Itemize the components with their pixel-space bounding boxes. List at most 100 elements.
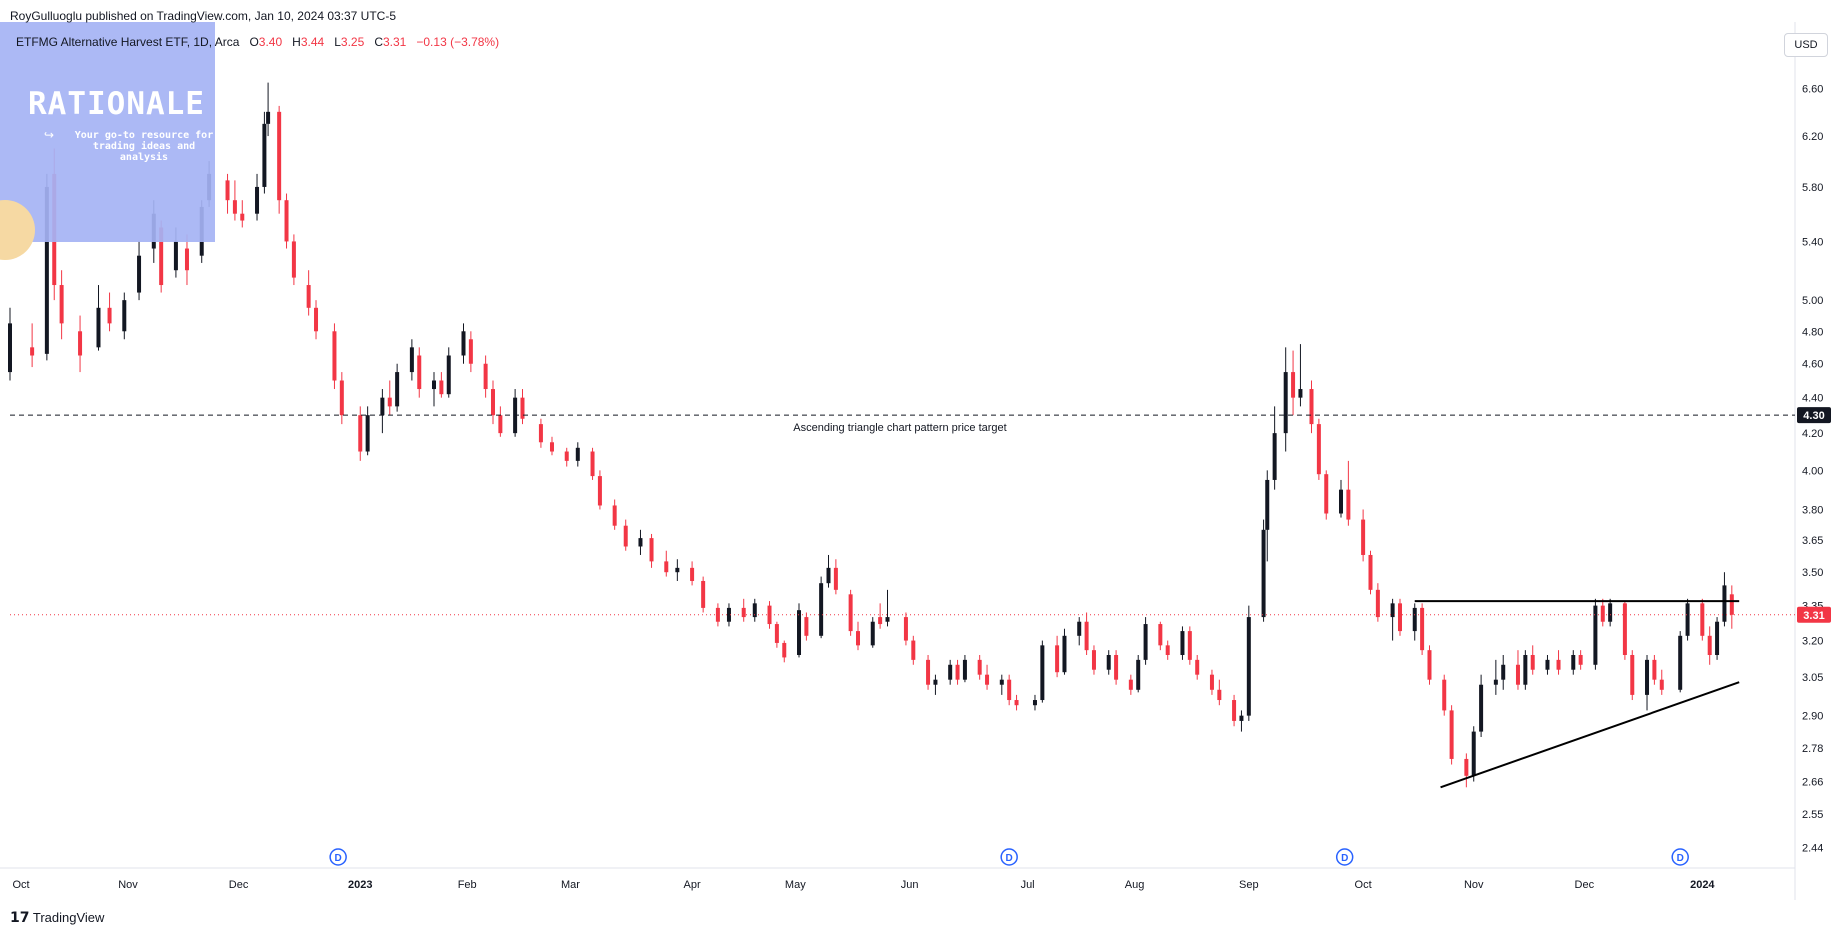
candle-body xyxy=(1593,605,1598,665)
candle-body xyxy=(159,227,164,286)
price-target-badge-value: 4.30 xyxy=(1803,410,1824,422)
time-tick-label: Dec xyxy=(229,879,249,891)
candle-body xyxy=(1501,664,1506,680)
candle-body xyxy=(1493,679,1498,685)
dividend-marker xyxy=(1335,848,1354,866)
price-tick-label: 4.40 xyxy=(1802,393,1823,405)
candle-body xyxy=(1715,621,1720,655)
candle-body xyxy=(590,451,595,477)
candle-body xyxy=(387,397,392,407)
price-tick-label: 3.20 xyxy=(1802,636,1823,648)
candle-body xyxy=(1678,635,1683,690)
candle-body xyxy=(1283,372,1288,434)
time-tick-label: Oct xyxy=(12,879,29,891)
price-target-badge xyxy=(1797,407,1831,424)
tradingview-logo[interactable]: 𝟭𝟳 TradingView xyxy=(10,909,104,926)
currency-button[interactable]: USD xyxy=(1784,33,1828,57)
time-tick-label: May xyxy=(785,879,806,891)
candle-body xyxy=(1309,389,1314,425)
symbol-name: ETFMG Alternative Harvest ETF, 1D, Arca xyxy=(16,35,240,49)
candle-body xyxy=(107,307,112,324)
candle-body xyxy=(1630,654,1635,695)
price-tick-label: 5.00 xyxy=(1802,295,1823,307)
candle-body xyxy=(1515,664,1520,685)
candle-body xyxy=(417,355,422,390)
candle-body xyxy=(903,617,908,641)
candle-body xyxy=(741,607,746,618)
candle-body xyxy=(885,617,890,622)
candle-body xyxy=(870,621,875,646)
candle-body xyxy=(432,380,437,390)
candle-body xyxy=(926,659,931,685)
candle-body xyxy=(1571,654,1576,670)
price-target-label: Ascending triangle chart pattern price t… xyxy=(793,422,1006,434)
dividend-marker-label: D xyxy=(335,853,342,864)
price-tick-label: 2.55 xyxy=(1802,809,1823,821)
candle-body xyxy=(1390,603,1395,618)
candle-body xyxy=(1523,654,1528,685)
candle-body xyxy=(948,664,953,680)
candle-body xyxy=(575,447,580,461)
candle-body xyxy=(1346,489,1351,520)
candle-body xyxy=(564,451,569,461)
time-tick-label: Feb xyxy=(458,879,477,891)
time-tick-label: Nov xyxy=(1464,879,1484,891)
candle-body xyxy=(782,642,787,658)
candle-body xyxy=(1578,654,1583,665)
candle-body xyxy=(1700,603,1705,636)
candle-body xyxy=(1032,700,1037,706)
candle-body xyxy=(1232,700,1237,721)
candle-body xyxy=(240,213,245,221)
candle-body xyxy=(962,659,967,680)
time-tick-label: 2023 xyxy=(348,879,372,891)
candle-body xyxy=(225,180,230,201)
candle-body xyxy=(1622,603,1627,655)
candle-body xyxy=(232,200,237,214)
tradingview-brand: TradingView xyxy=(32,910,105,925)
logo-subtitle: Your go-to resource for trading ideas an… xyxy=(74,130,214,163)
dividend-marker xyxy=(329,848,347,866)
candle-body xyxy=(999,679,1004,685)
candle-body xyxy=(358,415,363,452)
time-tick-label: Jul xyxy=(1021,879,1035,891)
candle-body xyxy=(1652,659,1657,680)
candle-body xyxy=(1722,585,1727,622)
tradingview-icon: 𝟭𝟳 xyxy=(10,909,30,925)
candle-body xyxy=(1265,479,1270,530)
candle-body xyxy=(44,186,49,354)
candle-body xyxy=(1143,624,1148,660)
candle-body xyxy=(291,241,296,278)
dividend-marker-label: D xyxy=(1006,853,1013,864)
price-tick-label: 6.60 xyxy=(1802,83,1823,95)
price-tick-label: 4.60 xyxy=(1802,359,1823,371)
candle-body xyxy=(1375,589,1380,618)
time-tick-label: Aug xyxy=(1125,879,1145,891)
candle-body xyxy=(30,347,35,356)
dividend-marker-label: D xyxy=(1341,853,1348,864)
candle-body xyxy=(184,248,189,271)
price-tick-label: 2.44 xyxy=(1802,842,1823,854)
close-value: 3.31 xyxy=(382,35,407,49)
candle-body xyxy=(752,603,757,618)
candle-body xyxy=(1291,372,1296,398)
candle-body xyxy=(255,186,260,214)
candle-body xyxy=(726,607,731,622)
time-tick-label: Oct xyxy=(1355,879,1372,891)
last-price-badge-value: 3.31 xyxy=(1803,610,1824,622)
candle-body xyxy=(1106,654,1111,670)
price-tick-label: 4.00 xyxy=(1802,465,1823,477)
candle-body xyxy=(137,255,142,293)
candle-body xyxy=(1195,659,1200,675)
candle-body xyxy=(597,476,602,506)
candle-body xyxy=(1685,603,1690,636)
candle-body xyxy=(1128,679,1133,690)
candle-body xyxy=(78,331,83,356)
candle-body xyxy=(1608,603,1613,622)
candle-body xyxy=(1600,605,1605,622)
candle-body xyxy=(461,331,466,356)
candle-body xyxy=(1158,624,1163,646)
candle-body xyxy=(1261,529,1266,618)
candle-body xyxy=(1055,645,1060,673)
candle-body xyxy=(122,300,127,332)
candle-body xyxy=(1091,650,1096,670)
